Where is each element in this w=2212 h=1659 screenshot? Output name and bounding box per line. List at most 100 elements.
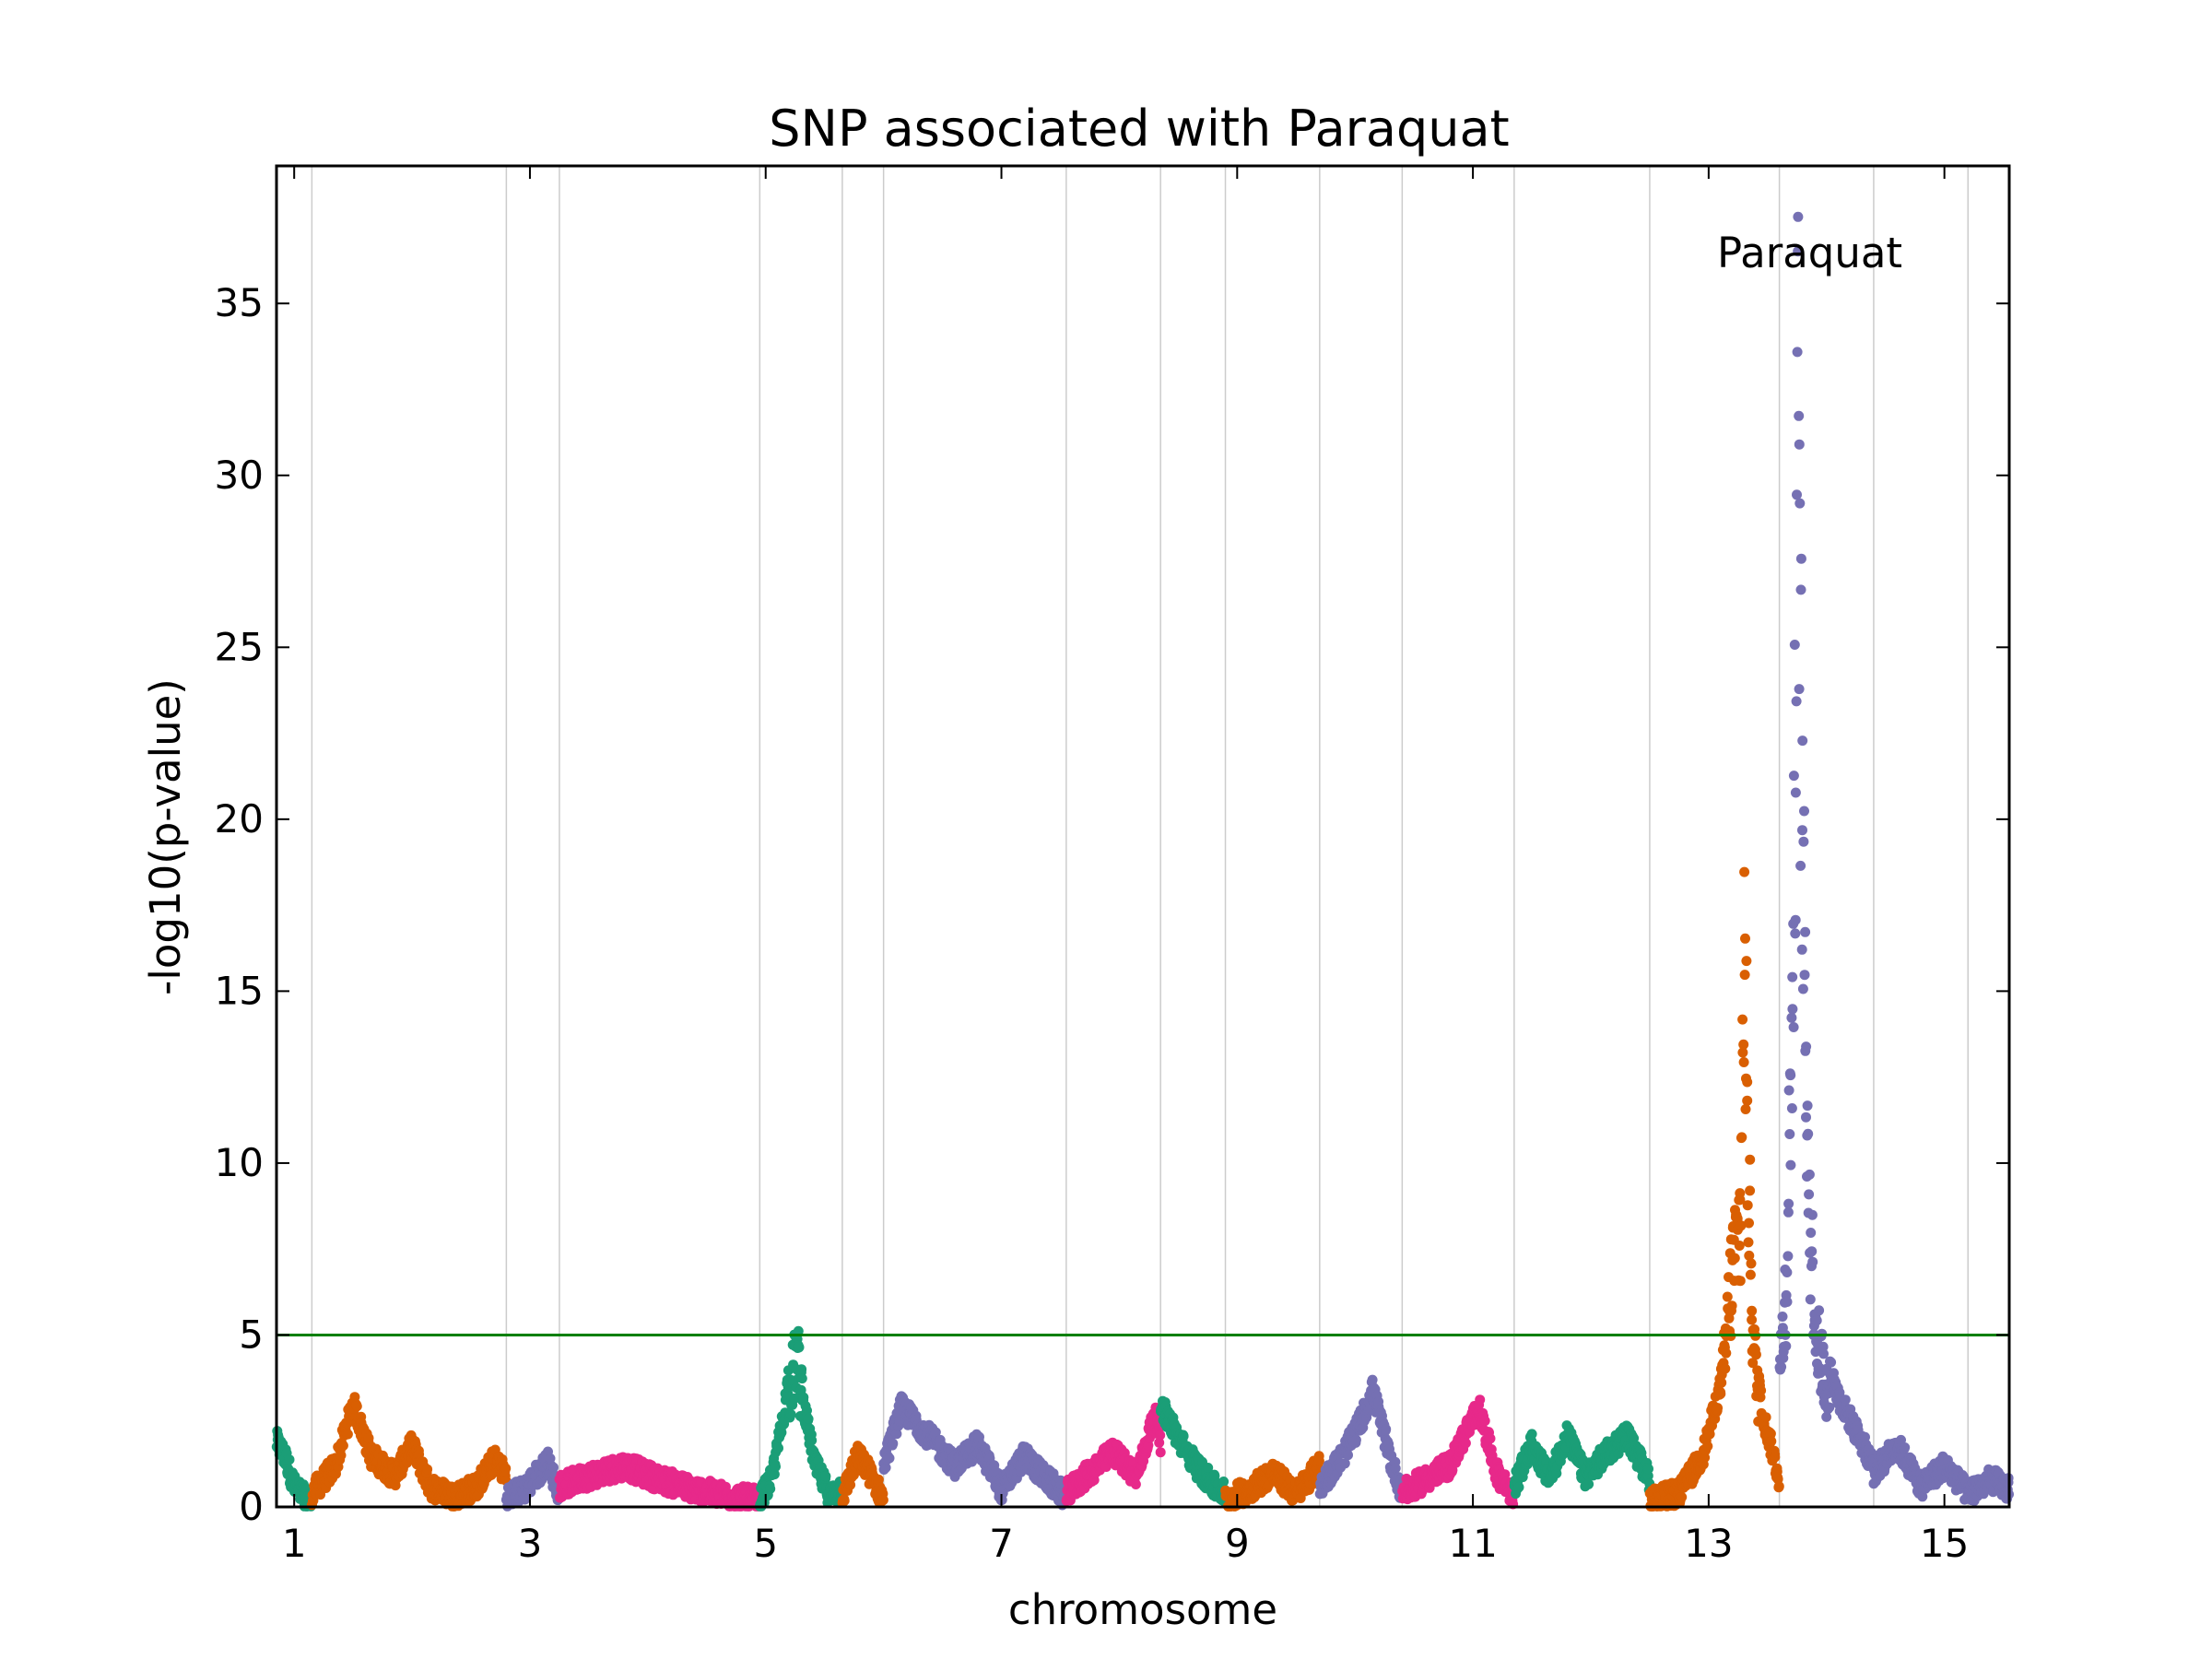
chart-title: SNP associated with Paraquat [769,100,1509,158]
snp-point [1745,1269,1756,1280]
snp-point [1583,1478,1594,1489]
snp-point [794,1342,805,1353]
snp-point [1738,1057,1749,1067]
snp-point [1821,1411,1832,1422]
snp-point [1814,1305,1825,1316]
snp-point [1740,1104,1751,1114]
snp-point [1818,1348,1829,1359]
snp-point [1781,1341,1792,1351]
snp-point [1782,1297,1793,1307]
x-tick-label: 3 [518,1521,543,1566]
snp-point [1795,553,1806,564]
snp-point [1746,1258,1757,1269]
snp-point [796,1364,807,1375]
snp-point [1513,1482,1524,1493]
snp-point [1794,498,1806,509]
snp-point [1742,1200,1753,1211]
snp-point [1783,1085,1794,1096]
x-tick-label: 9 [1225,1521,1250,1566]
snp-point [1339,1458,1350,1469]
y-tick-label: 30 [215,453,264,498]
x-tick-label: 11 [1448,1521,1497,1566]
snp-point [1785,1070,1796,1081]
snp-point [1203,1463,1214,1473]
x-tick-label: 5 [753,1521,778,1566]
snp-point [820,1471,831,1482]
snp-point [1743,1237,1754,1248]
snp-point [796,1373,807,1384]
snp-point [1218,1477,1230,1487]
snp-point [422,1464,433,1475]
snp-point [548,1462,559,1473]
snp-point [1735,1220,1747,1231]
snp-point [1789,640,1800,650]
snp-point [1840,1394,1851,1406]
snp-point [1800,926,1811,937]
y-tick-label: 35 [215,280,264,325]
snp-point [1735,1276,1746,1287]
snp-point [337,1441,348,1451]
snp-point [1460,1438,1471,1449]
snp-point [1797,983,1808,994]
snp-point [1737,1014,1748,1025]
snp-point [1784,1129,1795,1139]
snp-point [1744,1250,1755,1261]
snp-point [1350,1434,1361,1445]
snp-point [1805,1294,1816,1305]
snp-point [1381,1424,1392,1435]
x-tick-label: 13 [1684,1521,1733,1566]
y-tick-label: 25 [215,624,264,669]
snp-point [335,1450,347,1461]
snp-point [1802,1100,1813,1112]
chromosome-grid-lines [311,166,1969,1507]
snp-point [1790,914,1801,925]
snp-point [1712,1403,1724,1414]
snp-point [1475,1394,1486,1406]
snp-point [1783,1206,1794,1218]
snp-point [1729,1253,1740,1264]
peak-annotation: Paraquat [1717,229,1902,277]
snp-point [1826,1357,1837,1368]
snp-point [1726,1300,1737,1312]
snp-point [1745,1154,1756,1165]
snp-point [1792,489,1802,500]
x-tick-label: 7 [989,1521,1014,1566]
snp-point [1776,1361,1787,1372]
snp-point [1741,956,1752,967]
x-axis-label: chromosome [1008,1585,1277,1634]
snp-point [1806,1246,1818,1257]
snp-point [1794,439,1805,450]
snp-point [1801,1041,1812,1053]
snp-point [839,1495,850,1506]
snp-point [1715,1388,1726,1399]
plot-background [276,166,2009,1507]
snp-point [1770,1452,1781,1463]
snp-point [1740,933,1750,944]
snp-point [1313,1455,1324,1466]
snp-point [1788,771,1799,782]
snp-point [1742,1095,1753,1106]
x-tick-label: 15 [1920,1521,1969,1566]
snp-point [1130,1479,1141,1489]
snp-point [1795,860,1806,871]
snp-point [1702,1441,1713,1452]
snp-point [1804,1189,1815,1200]
snp-point [1824,1402,1835,1413]
snp-point [1479,1416,1490,1427]
snp-point [1806,1228,1817,1238]
snp-point [1343,1450,1353,1461]
snp-point [1722,1291,1733,1302]
snp-point [1155,1447,1166,1458]
snp-point [1807,1256,1818,1267]
snp-point [771,1461,781,1472]
snp-point [1790,928,1801,939]
snp-point [1760,1412,1771,1423]
snp-point [1790,787,1801,798]
snp-point [1739,866,1750,877]
snp-point [1786,1103,1797,1113]
snp-point [1806,1209,1818,1220]
snp-point [1737,1047,1748,1058]
snp-point [773,1442,783,1453]
